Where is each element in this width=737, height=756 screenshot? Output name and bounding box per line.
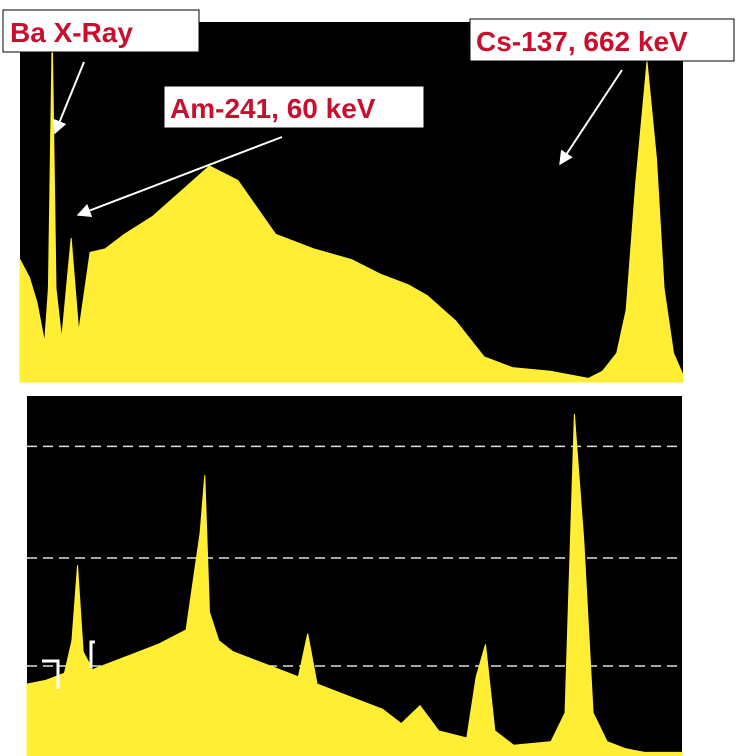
- arrow-ba-xray: [53, 61, 85, 135]
- label-ba-xray: Ba X-Ray: [10, 17, 133, 48]
- top-series-area: [19, 32, 684, 383]
- arrow-am241: [76, 136, 283, 218]
- region-marker-right: [89, 640, 95, 668]
- label-box-am241: [163, 85, 425, 129]
- top-annotations: Ba X-Ray Am-241, 60 keV Cs-137, 662 keV: [2, 9, 735, 218]
- label-am241: Am-241, 60 keV: [170, 93, 376, 124]
- top-spectrum: Ba X-Ray Am-241, 60 keV Cs-137, 662 keV: [2, 9, 735, 383]
- region-marker-left: [42, 659, 60, 689]
- label-box-cs137: [469, 18, 735, 62]
- label-box-ba-xray: [2, 9, 200, 53]
- label-cs137: Cs-137, 662 keV: [476, 26, 688, 57]
- arrow-cs137: [559, 69, 623, 166]
- spectrum-area-0: [19, 32, 684, 383]
- bottom-spectrum: [26, 396, 683, 756]
